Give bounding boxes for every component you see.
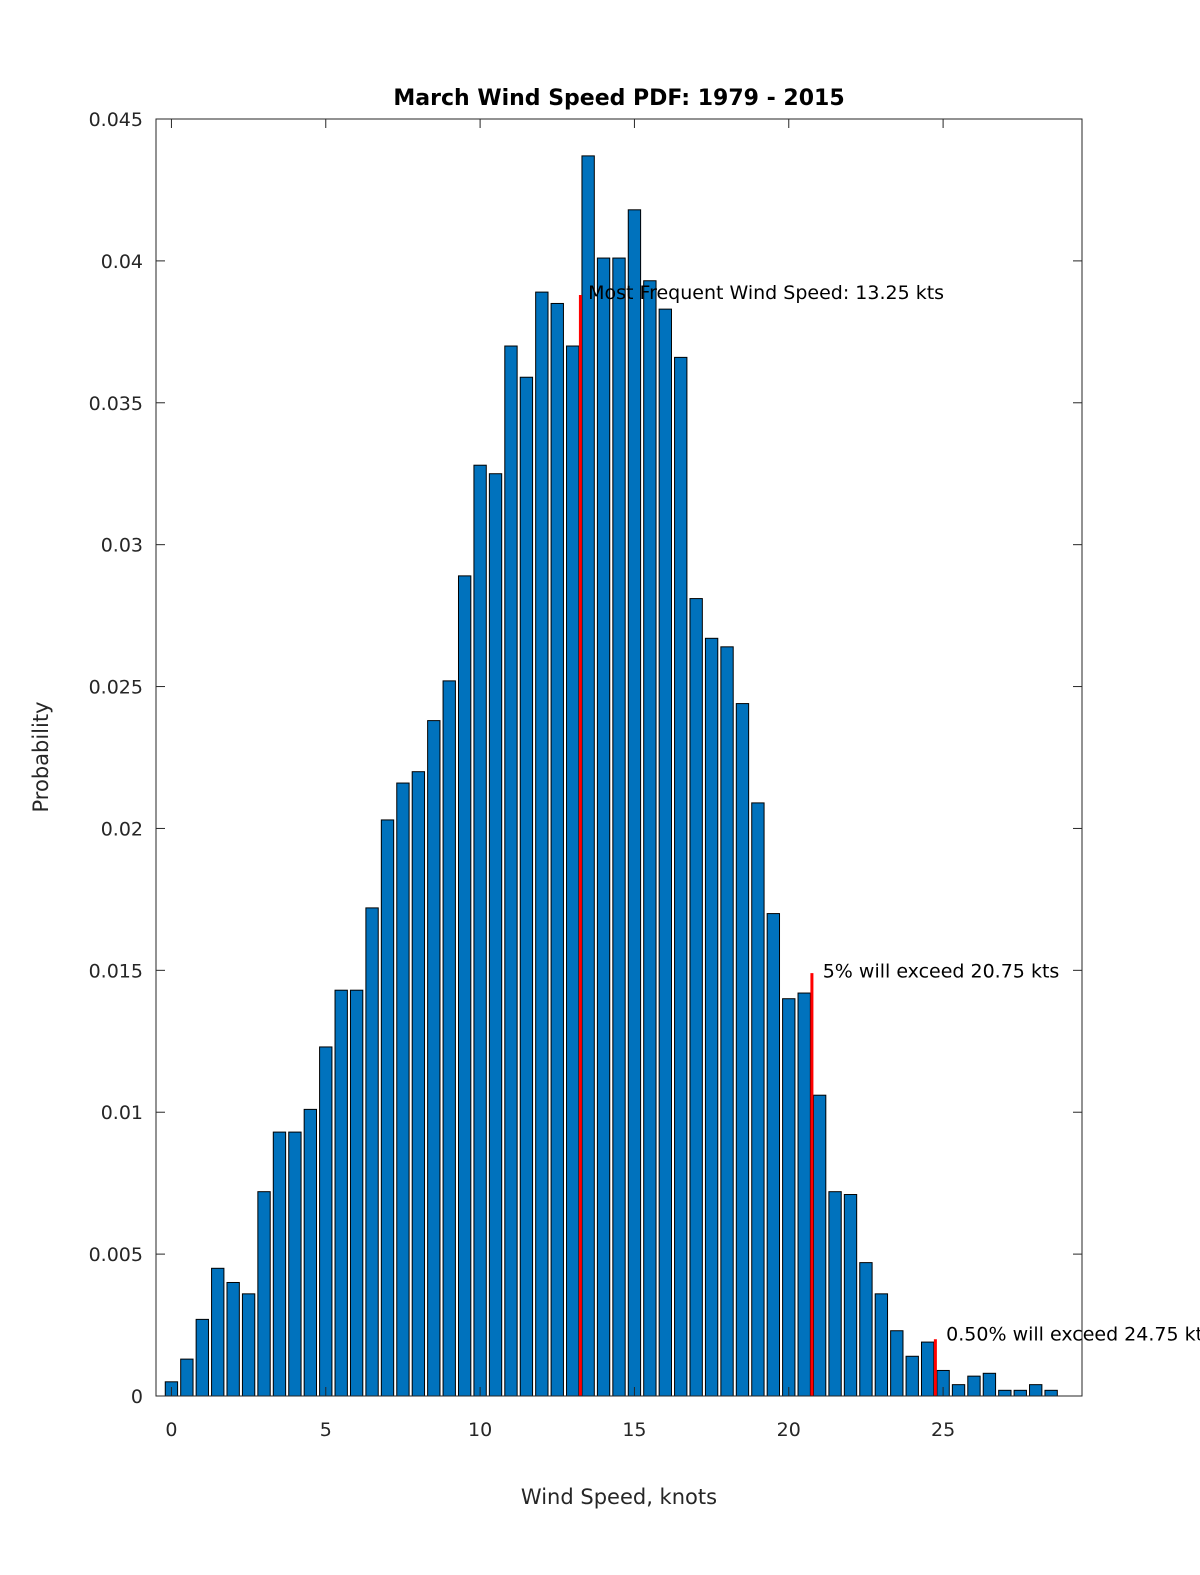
bar bbox=[349, 989, 364, 1397]
bar bbox=[1013, 1389, 1027, 1397]
bar bbox=[751, 802, 765, 1397]
bar bbox=[643, 280, 657, 1397]
x-axis-label: Wind Speed, knots bbox=[521, 1485, 717, 1509]
bar bbox=[288, 1131, 302, 1397]
bar bbox=[257, 1191, 271, 1397]
bar bbox=[674, 356, 688, 1397]
y-tick-label: 0.01 bbox=[101, 1102, 143, 1124]
x-tick-label: 5 bbox=[320, 1419, 332, 1441]
marker-annotation: Most Frequent Wind Speed: 13.25 kts bbox=[588, 282, 944, 304]
bar bbox=[704, 637, 719, 1397]
x-tick-label: 0 bbox=[165, 1419, 177, 1441]
y-tick-label: 0.015 bbox=[89, 960, 143, 982]
bar bbox=[211, 1267, 225, 1397]
bar bbox=[226, 1281, 240, 1397]
bar bbox=[828, 1191, 842, 1397]
bar bbox=[766, 913, 781, 1397]
bar bbox=[195, 1318, 209, 1397]
bar bbox=[812, 1094, 827, 1397]
bar bbox=[581, 155, 595, 1397]
bar bbox=[596, 257, 611, 1397]
bar bbox=[1044, 1389, 1058, 1397]
x-tick-label: 25 bbox=[931, 1419, 955, 1441]
y-tick-label: 0.02 bbox=[101, 818, 143, 840]
bar bbox=[334, 989, 348, 1397]
bar bbox=[612, 257, 626, 1397]
bar bbox=[658, 308, 672, 1397]
y-tick-label: 0.03 bbox=[101, 535, 143, 557]
bar bbox=[180, 1358, 194, 1397]
bar bbox=[550, 302, 564, 1397]
bar bbox=[843, 1194, 858, 1397]
y-tick-label: 0.035 bbox=[89, 393, 143, 415]
bar bbox=[920, 1341, 935, 1397]
bar bbox=[535, 291, 549, 1397]
bar bbox=[319, 1046, 333, 1397]
bar bbox=[427, 720, 441, 1397]
bar bbox=[720, 646, 734, 1397]
y-tick-label: 0.005 bbox=[89, 1244, 143, 1266]
y-axis-label: Probability bbox=[29, 701, 53, 812]
bar bbox=[488, 473, 503, 1397]
bar bbox=[967, 1375, 981, 1397]
x-tick-label: 20 bbox=[777, 1419, 801, 1441]
bar bbox=[982, 1372, 997, 1397]
bar bbox=[396, 782, 410, 1397]
marker-annotation: 0.50% will exceed 24.75 kts bbox=[946, 1324, 1200, 1346]
bar bbox=[797, 992, 811, 1397]
bar bbox=[519, 376, 534, 1397]
bar bbox=[735, 703, 750, 1397]
plot-frame bbox=[155, 118, 1083, 1397]
bar bbox=[951, 1384, 966, 1397]
bar bbox=[998, 1389, 1012, 1397]
bar bbox=[442, 680, 456, 1397]
chart-title: March Wind Speed PDF: 1979 - 2015 bbox=[393, 86, 844, 111]
x-tick-label: 10 bbox=[468, 1419, 492, 1441]
bar bbox=[689, 598, 703, 1397]
bar bbox=[380, 819, 395, 1397]
bar bbox=[303, 1108, 318, 1397]
bar bbox=[473, 464, 487, 1397]
bar bbox=[241, 1293, 256, 1397]
bar bbox=[782, 998, 796, 1397]
bar bbox=[905, 1355, 919, 1397]
y-tick-label: 0.04 bbox=[101, 251, 143, 273]
bar bbox=[365, 907, 379, 1397]
bar bbox=[1029, 1384, 1043, 1397]
bar bbox=[627, 209, 642, 1397]
bar bbox=[874, 1293, 889, 1397]
bar bbox=[890, 1330, 904, 1397]
bar bbox=[272, 1131, 287, 1397]
y-tick-label: 0.025 bbox=[89, 677, 143, 699]
marker-annotation: 5% will exceed 20.75 kts bbox=[823, 960, 1060, 982]
y-tick-label: 0.045 bbox=[89, 109, 143, 131]
bar bbox=[566, 345, 580, 1397]
bar bbox=[457, 575, 472, 1397]
bar bbox=[504, 345, 518, 1397]
bar bbox=[411, 771, 426, 1397]
x-tick-label: 15 bbox=[622, 1419, 646, 1441]
y-tick-label: 0 bbox=[131, 1386, 143, 1408]
bar bbox=[859, 1262, 873, 1397]
